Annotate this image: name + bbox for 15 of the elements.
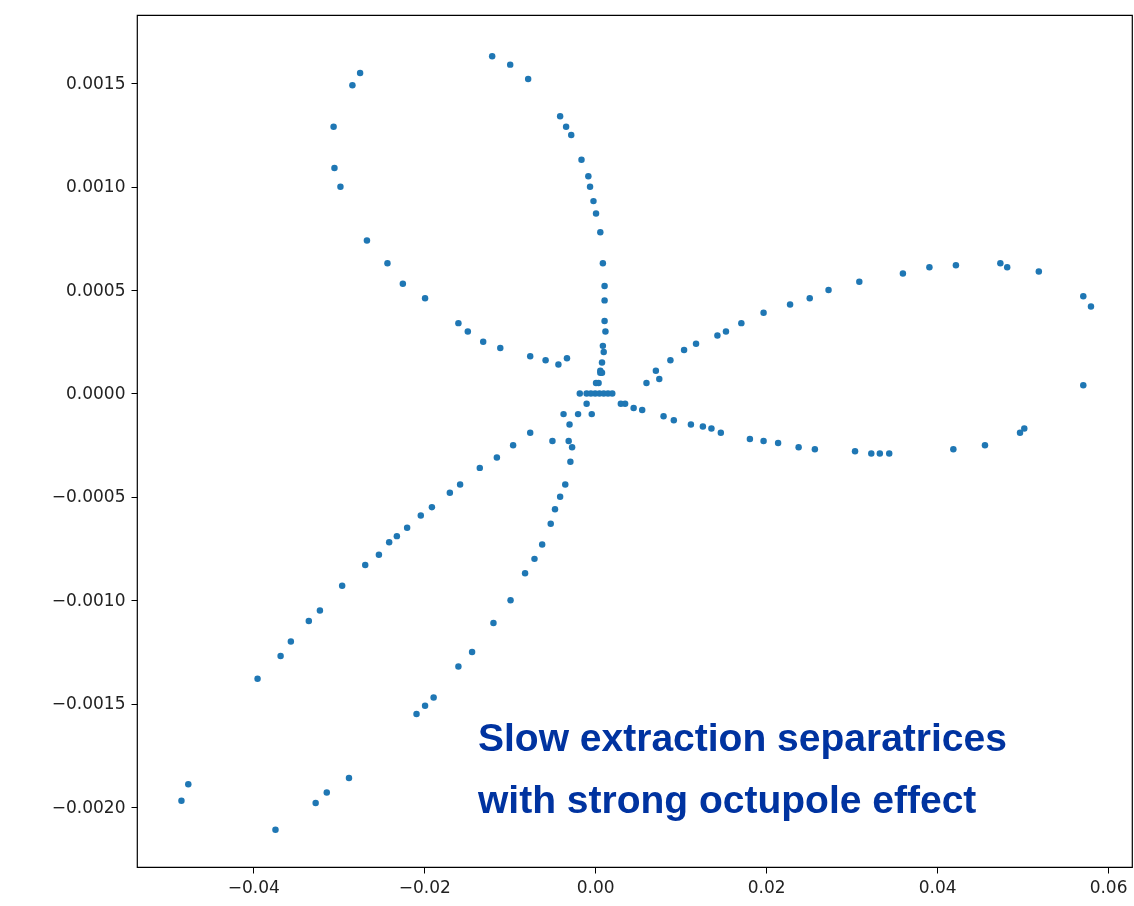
y-tick-label: 0.0005 [66,279,126,300]
x-tick-label: −0.02 [398,876,451,897]
y-tick-label: 0.0015 [66,72,126,93]
y-tick-label: 0.0010 [66,176,126,197]
y-tick-label: −0.0010 [51,589,126,610]
y-tick-label: −0.0020 [51,796,126,817]
y-tick-label: −0.0005 [51,486,126,507]
x-tick-label: −0.04 [227,876,280,897]
y-tick-label: −0.0015 [51,693,126,714]
y-tick-label: 0.0000 [66,382,126,403]
x-tick-label: 0.00 [576,876,615,897]
x-tick-label: 0.04 [918,876,957,897]
x-tick-label: 0.02 [747,876,786,897]
annotation: Slow extraction separatrices with strong octupole effect [477,716,1007,821]
x-tick-label: 0.06 [1089,876,1128,897]
